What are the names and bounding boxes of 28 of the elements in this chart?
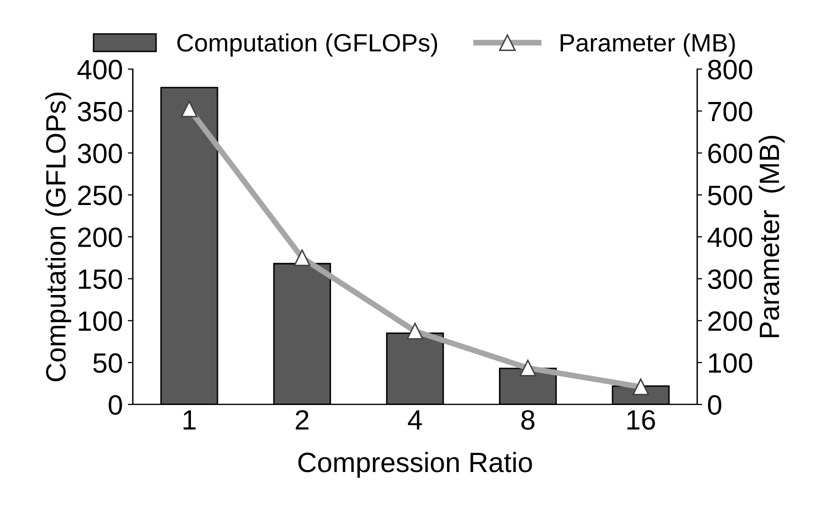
y-tick-label: 150 [78,269,122,290]
y2-tick-label: 200 [708,311,752,331]
y2-tick-label: 0 [708,395,722,415]
x-tick-label: 8 [521,410,534,430]
x-axis-title: Compression Ratio [298,452,532,478]
y2-axis-title: Parameter (MB) [758,136,785,338]
y-tick-label: 200 [78,227,122,248]
y-tick-label: 400 [77,60,122,80]
y-tick-label: 0 [108,395,122,415]
y-axis-title: Computation (GFLOPs) [45,92,72,382]
x-tick-label: 1 [184,410,196,430]
y2-tick-label: 600 [708,144,752,164]
y2-tick-label: 300 [708,269,752,290]
y-tick-label: 250 [78,186,122,206]
y2-tick-label: 700 [708,102,752,122]
y-tick-label: 100 [78,311,122,331]
y2-tick-label: 800 [708,60,752,80]
y2-tick-label: 500 [708,186,752,206]
legend-label: Parameter (MB) [560,33,735,57]
y2-tick-label: 100 [709,353,752,373]
y2-tick-label: 400 [708,227,752,248]
y-tick-label: 50 [93,353,122,373]
legend-label: Computation (GFLOPs) [177,33,438,57]
y-tick-label: 350 [78,102,122,122]
x-tick-label: 16 [627,410,655,430]
x-tick-label: 2 [296,410,308,430]
x-tick-label: 4 [408,410,422,430]
y-tick-label: 300 [78,144,122,164]
